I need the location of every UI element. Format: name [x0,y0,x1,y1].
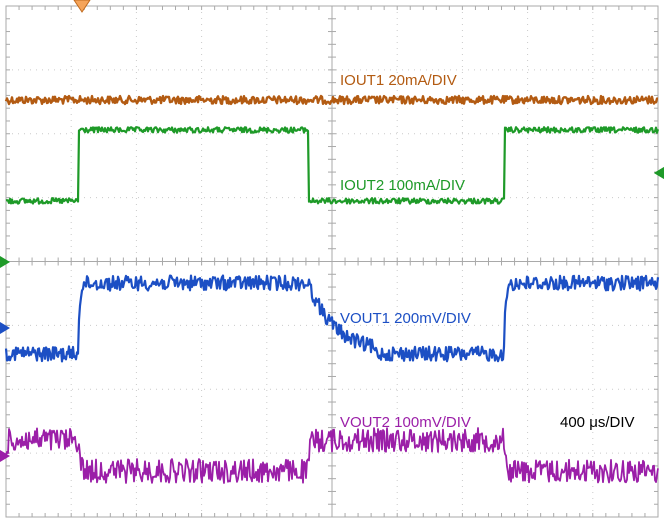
scope-plot: IOUT1 20mA/DIV IOUT2 100mA/DIV VOUT1 200mV… [0,0,664,523]
oscilloscope-capture: IOUT1 20mA/DIV IOUT2 100mA/DIV VOUT1 200mV… [0,0,664,523]
label-iout2: IOUT2 100mA/DIV [340,177,465,194]
timebase-label: 400 μs/DIV [560,414,635,431]
label-vout2: VOUT2 100mV/DIV [340,414,471,431]
label-vout1: VOUT1 200mV/DIV [340,310,471,327]
label-iout1: IOUT1 20mA/DIV [340,72,457,89]
